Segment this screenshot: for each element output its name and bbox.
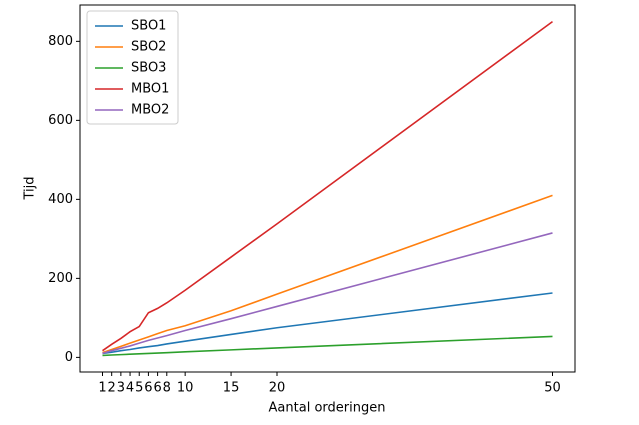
- x-tick-label: 6: [153, 381, 161, 396]
- x-tick-label: 4: [126, 381, 134, 396]
- line-series: [102, 232, 553, 355]
- x-tick-label: 2: [108, 381, 116, 396]
- y-axis-label: Tijd: [23, 176, 38, 200]
- y-tick-label: 800: [48, 34, 73, 49]
- x-axis-label: Aantal orderingen: [269, 401, 386, 416]
- y-tick-label: 400: [48, 192, 73, 207]
- line-series: [102, 20, 553, 352]
- legend-label: MBO2: [131, 103, 169, 118]
- x-tick-label: 50: [544, 381, 561, 396]
- x-tick-label: 5: [135, 381, 143, 396]
- line-series: [102, 335, 553, 357]
- x-tick-label: 20: [269, 381, 286, 396]
- line-series: [102, 292, 553, 355]
- plot-frame: [79, 4, 576, 373]
- x-tick-label: 6: [144, 381, 152, 396]
- x-tick-label: 15: [223, 381, 240, 396]
- legend-label: SBO1: [131, 19, 166, 34]
- x-tick-label: 10: [177, 381, 194, 396]
- y-tick-label: 0: [65, 350, 73, 365]
- line-series: [102, 194, 553, 354]
- legend-label: MBO1: [131, 82, 169, 97]
- legend-label: SBO3: [131, 61, 166, 76]
- legend-box: [86, 10, 179, 125]
- y-tick-label: 200: [48, 271, 73, 286]
- x-tick-label: 3: [117, 381, 125, 396]
- x-tick-label: 1: [98, 381, 106, 396]
- x-tick-label: 8: [163, 381, 171, 396]
- legend-label: SBO2: [131, 40, 166, 55]
- y-tick-label: 600: [48, 113, 73, 128]
